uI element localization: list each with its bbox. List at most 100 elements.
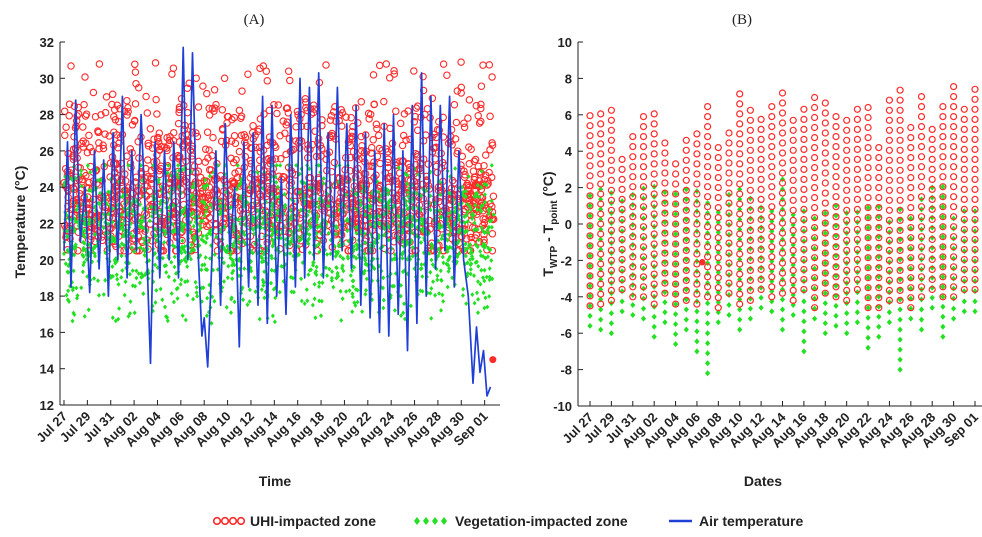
uhi-point [832, 133, 840, 141]
vegetation-point [364, 287, 368, 293]
uhi-point [736, 160, 744, 168]
uhi-point [917, 223, 926, 231]
uhi-point [607, 296, 616, 304]
vegetation-point [392, 283, 396, 289]
vegetation-point [215, 267, 220, 272]
uhi-point [618, 205, 626, 213]
uhi-point [714, 284, 722, 292]
uhi-point [778, 169, 787, 177]
uhi-point [917, 153, 926, 161]
uhi-point [629, 143, 637, 151]
panel-a-y-axis-title: Temperature (°C) [12, 166, 28, 279]
vegetation-point [801, 328, 807, 335]
vegetation-point [130, 268, 135, 273]
vegetation-point [940, 293, 946, 300]
vegetation-point [347, 288, 352, 293]
uhi-point [425, 216, 433, 225]
uhi-point [607, 106, 616, 114]
uhi-point [650, 240, 658, 248]
vegetation-point [257, 316, 262, 322]
vegetation-point [262, 295, 267, 301]
uhi-point [629, 253, 637, 261]
vegetation-point [619, 198, 625, 205]
vegetation-point [181, 207, 186, 213]
uhi-point [939, 173, 947, 181]
vegetation-point [587, 312, 593, 319]
vegetation-point [110, 264, 115, 269]
vegetation-point [482, 192, 487, 197]
uhi-point [810, 304, 819, 312]
vegetation-point [277, 289, 282, 295]
uhi-point [169, 128, 178, 137]
vegetation-point [69, 176, 74, 181]
vegetation-point [297, 227, 302, 233]
uhi-point [746, 256, 755, 264]
vegetation-point [598, 326, 604, 333]
uhi-point [607, 196, 616, 204]
panel-b-y-tick-label: 4 [565, 144, 573, 159]
vegetation-point [387, 205, 391, 211]
uhi-point [896, 176, 904, 184]
uhi-point [778, 179, 787, 187]
vegetation-point [465, 246, 470, 251]
uhi-point [875, 224, 883, 232]
uhi-point [586, 302, 594, 310]
vegetation-point [410, 224, 414, 229]
uhi-point [885, 106, 894, 114]
uhi-point [597, 210, 605, 218]
uhi-point [240, 130, 248, 139]
legend-uhi-marker [212, 516, 246, 526]
uhi-point [789, 236, 797, 244]
vegetation-point [323, 265, 328, 271]
uhi-point [82, 110, 91, 118]
vegetation-point [288, 251, 293, 256]
vegetation-point [940, 183, 946, 190]
panel-b-x-axis-title: Dates [744, 473, 782, 489]
uhi-point [896, 196, 904, 204]
vegetation-point [92, 251, 97, 256]
uhi-point [95, 60, 104, 68]
uhi-point [714, 294, 722, 302]
vegetation-point [212, 252, 217, 257]
uhi-point [821, 119, 829, 127]
uhi-point [768, 153, 776, 161]
vegetation-point [476, 297, 481, 302]
vegetation-point [482, 267, 487, 273]
vegetation-point [346, 238, 351, 244]
panel-b-label: (B) [732, 12, 752, 28]
uhi-point [768, 133, 776, 141]
uhi-point [885, 276, 894, 284]
vegetation-point [822, 220, 828, 227]
vegetation-point [461, 293, 465, 298]
uhi-point [864, 154, 872, 162]
vegetation-point [331, 284, 336, 290]
uhi-point [607, 226, 616, 234]
uhi-point [144, 139, 152, 148]
vegetation-point [673, 241, 679, 247]
uhi-point [875, 204, 883, 212]
vegetation-point [619, 308, 625, 315]
uhi-point [85, 131, 93, 140]
uhi-point [789, 126, 797, 134]
vegetation-point [465, 260, 470, 266]
uhi-point [843, 196, 851, 204]
vegetation-point [489, 163, 494, 168]
vegetation-point [457, 251, 462, 256]
uhi-point [917, 263, 926, 271]
uhi-point [179, 143, 188, 151]
vegetation-point [225, 275, 230, 281]
vegetation-point [779, 276, 786, 283]
vegetation-point [940, 263, 946, 270]
uhi-point [768, 102, 776, 111]
panel-a-x-axis-title: Time [259, 473, 292, 489]
uhi-point [864, 204, 872, 212]
uhi-point [260, 110, 268, 118]
uhi-point [725, 179, 733, 187]
uhi-point [607, 146, 616, 154]
uhi-point [650, 300, 658, 308]
vegetation-point [126, 163, 131, 168]
vegetation-point [972, 308, 978, 315]
uhi-point [789, 116, 797, 124]
vegetation-point [84, 257, 89, 262]
vegetation-point [326, 203, 331, 209]
